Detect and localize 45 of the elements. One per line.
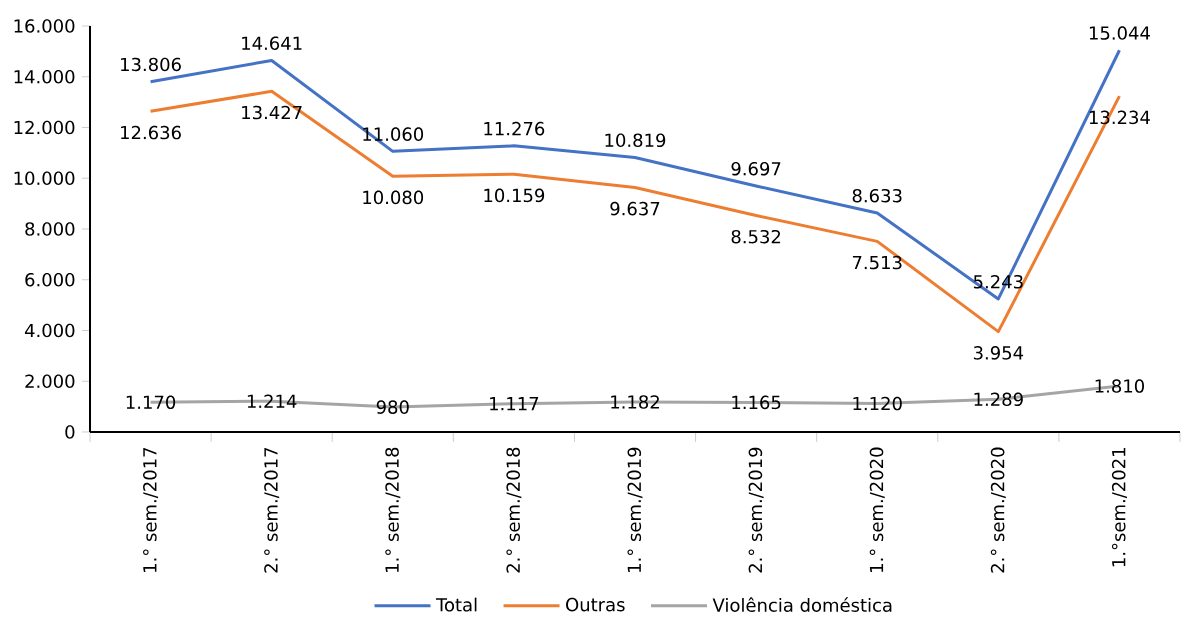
- x-tick-label: 2.° sem./2019: [748, 447, 764, 573]
- x-tick-label: 2.° sem./2018: [506, 447, 522, 573]
- data-label: 1.214: [247, 394, 297, 408]
- data-label: 8.633: [852, 188, 902, 203]
- x-tick-label: 2.° sem./2017: [264, 447, 280, 573]
- data-label: 1.289: [974, 392, 1023, 407]
- x-tick-label: 1.° sem./2018: [385, 447, 401, 572]
- y-tick-label: 14.000: [14, 69, 75, 84]
- data-label: 7.513: [852, 255, 902, 270]
- data-label: 11.276: [484, 121, 545, 136]
- y-tick-label: 4.000: [24, 323, 75, 338]
- legend-label: Outras: [566, 597, 625, 612]
- data-label: 10.819: [605, 133, 666, 148]
- y-tick-label: 0: [65, 425, 75, 439]
- data-label: 9.637: [610, 201, 660, 216]
- data-label: 14.641: [242, 36, 302, 51]
- data-label: 980: [376, 400, 409, 414]
- y-tick-label: 16.000: [14, 19, 75, 33]
- data-label: 10.159: [484, 188, 545, 203]
- legend-label: Violência doméstica: [712, 597, 892, 612]
- data-label: 13.427: [242, 105, 302, 120]
- data-label: 12.636: [121, 125, 181, 140]
- x-tick-label: 1.° sem./2017: [143, 447, 159, 572]
- data-label: 15.044: [1089, 26, 1150, 40]
- data-label: 3.954: [973, 346, 1024, 360]
- legend-label: Total: [435, 597, 477, 612]
- data-label: 1.120: [853, 396, 902, 411]
- data-label: 13.806: [121, 57, 181, 72]
- x-tick-label: 1.°sem./2021: [1111, 448, 1127, 567]
- data-label: 10.080: [363, 190, 424, 205]
- data-label: 1.165: [732, 395, 781, 410]
- x-tick-label: 2.° sem./2020: [990, 447, 1006, 573]
- y-tick-label: 2.000: [25, 374, 75, 389]
- y-tick-label: 6.000: [25, 272, 75, 287]
- data-label: 8.532: [731, 229, 781, 244]
- y-tick-label: 8.000: [25, 222, 75, 236]
- data-label: 1.810: [1095, 379, 1144, 393]
- x-tick-label: 1.° sem./2019: [627, 447, 643, 572]
- data-label: 9.697: [731, 161, 781, 176]
- data-label: 1.117: [490, 397, 539, 411]
- x-tick-label: 1.° sem./2020: [869, 447, 885, 572]
- y-tick-label: 12.000: [14, 120, 75, 135]
- data-label: 1.182: [611, 395, 659, 409]
- y-tick-label: 10.000: [14, 171, 75, 186]
- data-label: 1.170: [126, 395, 176, 410]
